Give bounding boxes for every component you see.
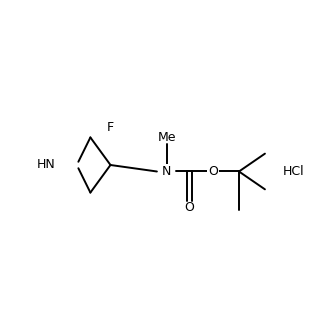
Text: F: F	[107, 121, 114, 134]
Text: O: O	[184, 201, 194, 214]
Text: HCl: HCl	[282, 165, 304, 178]
Text: Me: Me	[157, 131, 176, 144]
Text: HN: HN	[37, 158, 56, 172]
Text: N: N	[162, 165, 171, 178]
Text: O: O	[208, 165, 218, 178]
